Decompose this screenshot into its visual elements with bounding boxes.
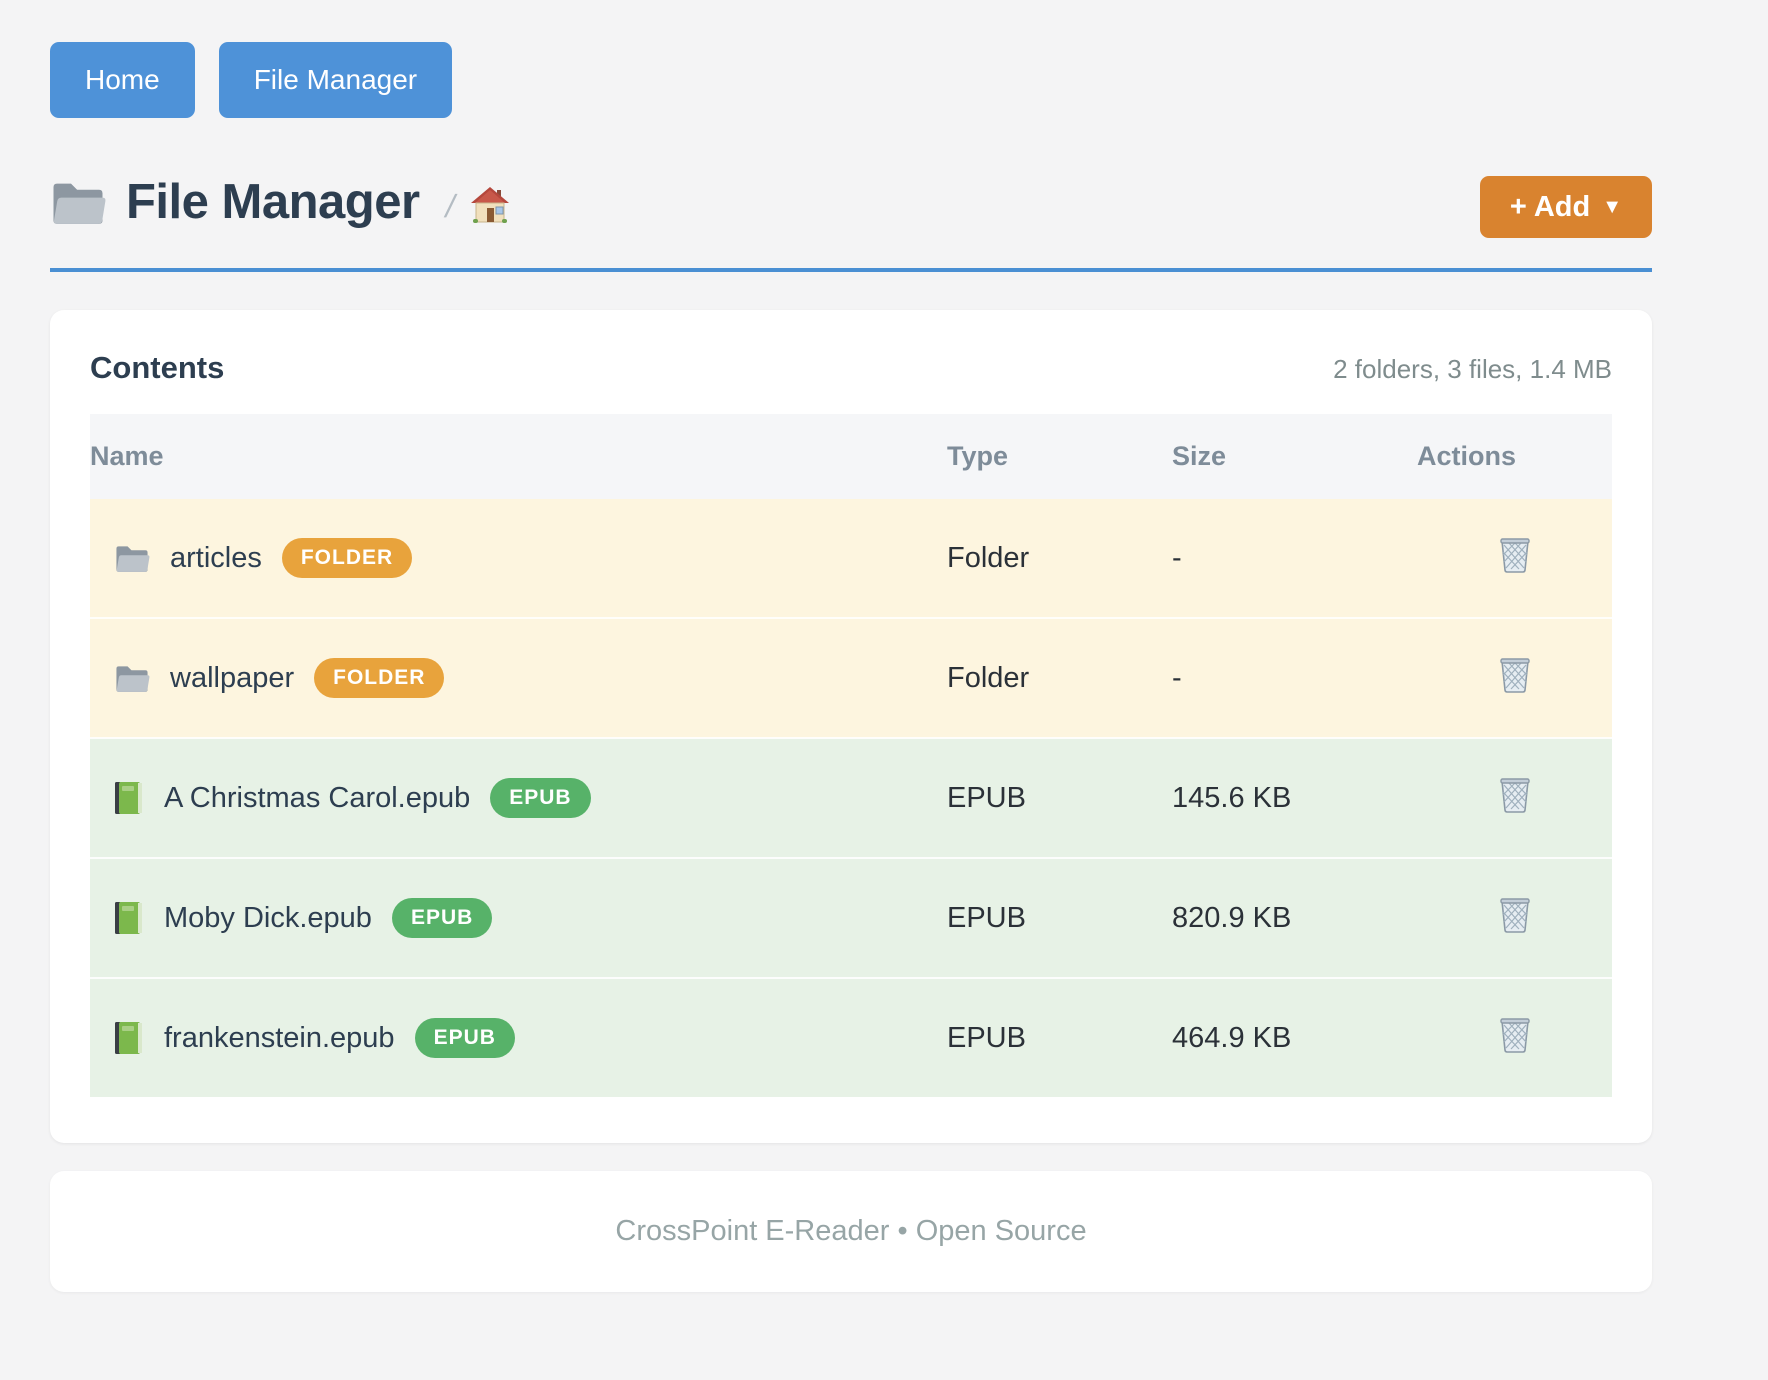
- page-title: File Manager: [126, 175, 420, 229]
- file-name[interactable]: Moby Dick.epub: [164, 901, 372, 934]
- column-header-name: Name: [90, 414, 947, 499]
- table-row[interactable]: wallpaper FOLDER Folder -: [90, 617, 1612, 738]
- type-cell: Folder: [947, 617, 1172, 738]
- trash-icon: [1498, 775, 1532, 813]
- size-cell: -: [1172, 499, 1417, 618]
- book-icon: [114, 1021, 144, 1055]
- type-cell: EPUB: [947, 857, 1172, 978]
- delete-button[interactable]: [1498, 1015, 1532, 1053]
- delete-button[interactable]: [1498, 775, 1532, 813]
- delete-button[interactable]: [1498, 535, 1532, 573]
- header-divider: [50, 268, 1652, 272]
- contents-card: Contents 2 folders, 3 files, 1.4 MB Name…: [50, 310, 1652, 1143]
- type-badge: EPUB: [391, 898, 493, 938]
- breadcrumb-separator: /: [441, 187, 459, 224]
- type-cell: EPUB: [947, 737, 1172, 858]
- file-table-body: articles FOLDER Folder -: [90, 499, 1612, 1097]
- file-name[interactable]: frankenstein.epub: [164, 1021, 395, 1054]
- trash-icon: [1498, 895, 1532, 933]
- table-row[interactable]: Moby Dick.epub EPUB EPUB 820.9 KB: [90, 857, 1612, 978]
- file-table: Name Type Size Actions: [90, 414, 1612, 1097]
- type-cell: EPUB: [947, 977, 1172, 1097]
- book-icon: [114, 901, 144, 935]
- house-icon[interactable]: [470, 186, 510, 224]
- table-header-row: Name Type Size Actions: [90, 414, 1612, 499]
- delete-button[interactable]: [1498, 895, 1532, 933]
- contents-summary: 2 folders, 3 files, 1.4 MB: [1333, 354, 1612, 384]
- add-button-label: + Add: [1509, 190, 1591, 223]
- type-badge: EPUB: [414, 1018, 515, 1058]
- table-row[interactable]: frankenstein.epub EPUB EPUB 464.9 KB: [90, 977, 1612, 1097]
- column-header-size: Size: [1172, 414, 1417, 499]
- size-cell: 145.6 KB: [1172, 737, 1417, 858]
- folder-icon: [114, 663, 150, 693]
- book-icon: [114, 781, 144, 815]
- page-header: File Manager / + Add ▼: [50, 174, 1652, 238]
- caret-down-icon: ▼: [1602, 195, 1622, 218]
- file-name[interactable]: wallpaper: [170, 661, 295, 694]
- top-nav: Home File Manager: [50, 42, 1652, 118]
- trash-icon: [1498, 1015, 1532, 1053]
- footer: CrossPoint E-Reader • Open Source: [50, 1171, 1652, 1292]
- folder-icon: [50, 178, 106, 226]
- trash-icon: [1498, 535, 1532, 573]
- trash-icon: [1498, 655, 1532, 693]
- home-button[interactable]: Home: [50, 42, 195, 118]
- column-header-type: Type: [947, 414, 1172, 499]
- table-row[interactable]: articles FOLDER Folder -: [90, 499, 1612, 618]
- size-cell: -: [1172, 617, 1417, 738]
- file-name[interactable]: A Christmas Carol.epub: [164, 781, 471, 814]
- type-cell: Folder: [947, 499, 1172, 618]
- type-badge: FOLDER: [314, 658, 445, 698]
- delete-button[interactable]: [1498, 655, 1532, 693]
- add-button[interactable]: + Add ▼: [1479, 176, 1652, 238]
- size-cell: 820.9 KB: [1172, 857, 1417, 978]
- type-badge: EPUB: [490, 778, 591, 818]
- folder-icon: [114, 543, 150, 573]
- file-name[interactable]: articles: [170, 541, 262, 574]
- card-title: Contents: [90, 350, 225, 385]
- page: Home File Manager File Manager /: [50, 0, 1652, 1292]
- column-header-actions: Actions: [1417, 414, 1612, 499]
- footer-text: CrossPoint E-Reader • Open Source: [615, 1215, 1087, 1247]
- type-badge: FOLDER: [281, 538, 413, 578]
- file-manager-button[interactable]: File Manager: [218, 42, 453, 118]
- table-row[interactable]: A Christmas Carol.epub EPUB EPUB 145.6 K…: [90, 737, 1612, 858]
- size-cell: 464.9 KB: [1172, 977, 1417, 1097]
